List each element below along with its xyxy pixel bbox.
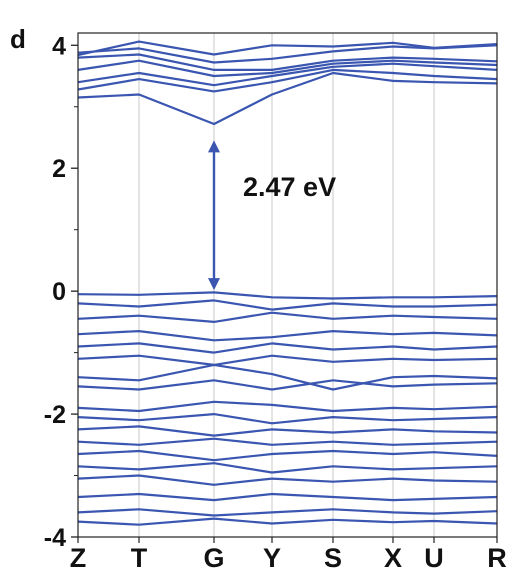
band-line <box>77 291 498 300</box>
band-line <box>77 342 498 354</box>
x-tick-label: G <box>203 543 224 573</box>
plot-frame <box>77 32 498 538</box>
band-line <box>77 44 498 64</box>
band-line <box>77 449 498 462</box>
band-line <box>77 425 498 437</box>
y-tick-label: 0 <box>52 278 66 306</box>
band-line <box>77 311 498 323</box>
band-line <box>77 492 498 502</box>
y-tick-label: -4 <box>44 524 66 552</box>
band-line <box>77 62 498 87</box>
gap-arrow <box>208 140 220 291</box>
band-line <box>77 53 498 72</box>
band-line <box>77 400 498 413</box>
band-lines <box>77 40 498 526</box>
x-tick-label: R <box>487 543 507 573</box>
band-line <box>77 59 498 78</box>
band-line <box>77 474 498 486</box>
x-tick-label: X <box>384 543 402 573</box>
band-line <box>77 299 498 311</box>
y-tick-label: 4 <box>52 32 66 60</box>
gap-arrow-head-bottom <box>208 278 220 291</box>
band-line <box>77 413 498 425</box>
band-line <box>77 508 498 517</box>
band-line <box>77 437 498 446</box>
x-tick-label: Z <box>70 543 87 573</box>
y-axis-ticks: -4 -2 0 2 4 <box>44 32 78 552</box>
y-tick-label: 2 <box>52 155 66 183</box>
band-line <box>77 71 498 126</box>
band-line <box>77 363 498 391</box>
band-line <box>77 517 498 526</box>
gap-annotation: 2.47 eV <box>243 172 336 202</box>
x-tick-label: U <box>424 543 444 573</box>
band-line <box>77 330 498 342</box>
band-line <box>77 379 498 391</box>
x-tick-label: Y <box>263 543 281 573</box>
panel-label: d <box>10 24 26 54</box>
y-tick-label: -2 <box>44 401 66 429</box>
x-tick-label: T <box>131 543 148 573</box>
band-line <box>77 462 498 474</box>
band-line <box>77 40 498 57</box>
band-line <box>77 68 498 93</box>
band-line <box>77 354 498 366</box>
gap-arrow-head-top <box>208 140 220 153</box>
kpoint-gridlines <box>138 33 435 537</box>
x-tick-label: S <box>324 543 342 573</box>
